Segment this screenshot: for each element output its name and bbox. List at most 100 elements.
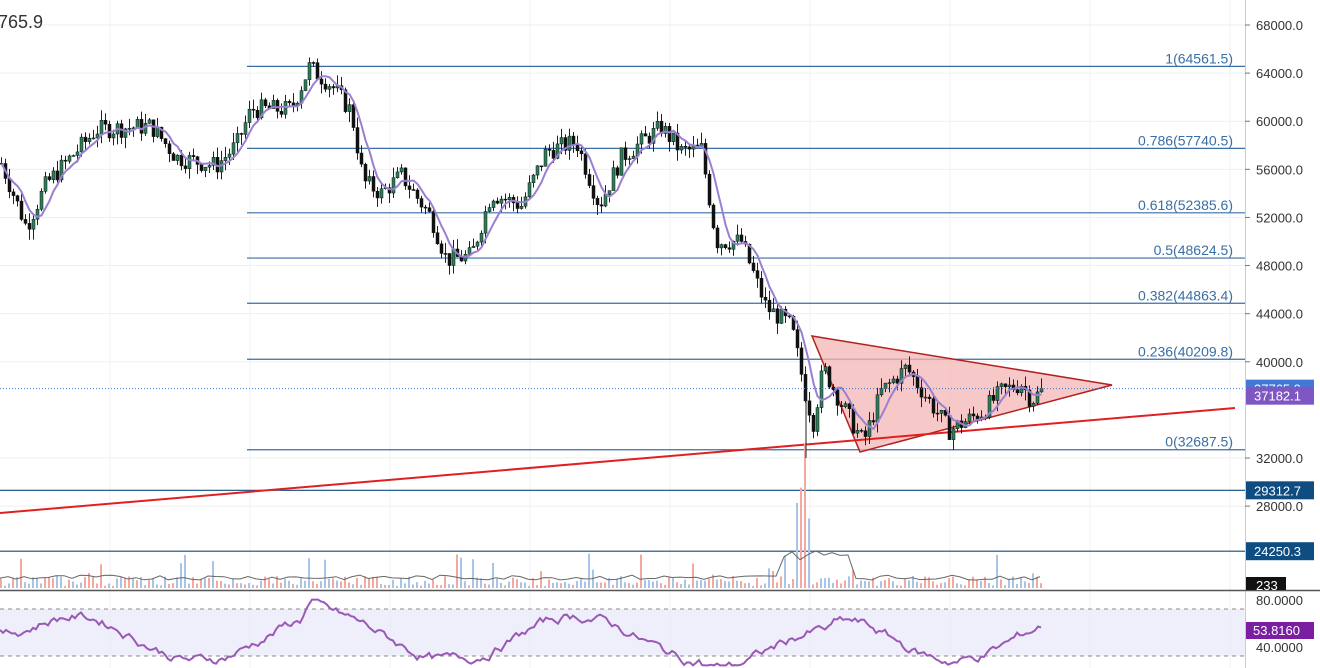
volume-bar [156, 584, 158, 588]
candle-body [43, 176, 48, 192]
volume-bar [720, 579, 722, 588]
candle-body [927, 396, 932, 399]
candle-body [311, 62, 316, 64]
volume-bar [168, 583, 170, 588]
volume-bar [464, 581, 466, 588]
candle-body [363, 163, 368, 182]
volume-bar [84, 577, 86, 588]
candle-body [199, 164, 204, 171]
volume-bar [56, 576, 58, 588]
volume-bar [336, 580, 338, 588]
fib-level-label: 0.786(57740.5) [1138, 132, 1233, 148]
candle-body [951, 428, 956, 440]
volume-bar [352, 584, 354, 588]
candle-body [755, 270, 760, 279]
candle-body [479, 232, 484, 243]
candle-body [239, 133, 244, 135]
volume-bar [732, 576, 734, 588]
candle-body [171, 153, 176, 161]
rsi-line [0, 598, 1042, 667]
volume-bar [220, 580, 222, 588]
volume-bar [864, 581, 866, 588]
candle-body [351, 104, 356, 128]
fibonacci-retracement[interactable]: 1(64561.5) 0.786(57740.5) 0.618(52385.6) 0.… [0, 50, 1245, 552]
volume-bar [596, 582, 598, 588]
volume-bar [996, 554, 998, 588]
volume-bar [752, 585, 754, 588]
candle-body [79, 136, 84, 153]
candle-body [651, 128, 656, 144]
volume-bar [528, 585, 530, 588]
candle-body [935, 412, 940, 415]
candle-body [615, 167, 620, 176]
rsi-pane[interactable]: 80.0000 40.0000 53.8160 [0, 593, 1314, 667]
volume-bar [932, 581, 934, 588]
volume-bar [324, 559, 326, 588]
volume-bar [660, 583, 662, 588]
price-badge [1246, 542, 1314, 561]
volume-bar [948, 578, 950, 588]
volume-bar [288, 580, 290, 588]
volume-badge-label: 233 [1256, 578, 1278, 593]
volume-bar [616, 578, 618, 588]
volume-bar [984, 576, 986, 588]
candle-body [563, 137, 568, 151]
candle-body [711, 204, 716, 229]
candle-body [303, 79, 308, 91]
candle-body [555, 143, 560, 159]
volume-bar [112, 585, 114, 588]
volume-bar [40, 583, 42, 588]
price-tick-label: 68000.0 [1256, 18, 1303, 33]
candle-body [47, 176, 52, 180]
candle-body [639, 133, 644, 145]
volume-bar [184, 554, 186, 588]
candle-body [943, 410, 948, 416]
candle-body [515, 202, 520, 209]
price-badge [1246, 386, 1314, 405]
volume-bar [432, 579, 434, 588]
volume-bar [460, 557, 462, 588]
candle-body [607, 190, 612, 195]
volume-bar [396, 585, 398, 588]
volume-bar [364, 576, 366, 588]
volume-bar [196, 583, 198, 588]
candle-body [687, 146, 692, 150]
candle-body [63, 159, 68, 162]
candle-body [491, 200, 496, 208]
volume-bar [328, 578, 330, 588]
candle-body [75, 151, 80, 156]
candle-body [859, 430, 864, 432]
candle-body [767, 299, 772, 313]
candle-body [375, 190, 380, 199]
volume-bar [608, 577, 610, 588]
candle-body [987, 395, 992, 418]
volume-bar [728, 581, 730, 588]
volume-bar [768, 568, 770, 588]
candle-body [223, 157, 228, 161]
volume-bar [1012, 576, 1014, 588]
candle-body [895, 378, 900, 384]
volume-bar [920, 583, 922, 588]
volume-bar [384, 584, 386, 588]
volume-bar [380, 584, 382, 588]
price-tick-label: 52000.0 [1256, 210, 1303, 225]
volume-bar [140, 577, 142, 588]
candle-body [399, 167, 404, 173]
volume-bar [1036, 576, 1038, 588]
trend-line[interactable] [0, 407, 1236, 514]
candle-body [231, 142, 236, 155]
candle-body [1019, 386, 1024, 394]
volume-bar [664, 584, 666, 588]
candle-body [539, 165, 544, 168]
volume-bar [924, 576, 926, 588]
volume-bar [96, 583, 98, 588]
price-axis[interactable]: 68000.0 64000.0 60000.0 56000.0 52000.0 48000… [1245, 18, 1303, 514]
candle-body [371, 176, 376, 192]
candle-body [307, 62, 312, 80]
candle-body [431, 211, 436, 233]
candle-body [547, 148, 552, 151]
volume-bar [456, 554, 458, 588]
volume-bar [516, 579, 518, 588]
